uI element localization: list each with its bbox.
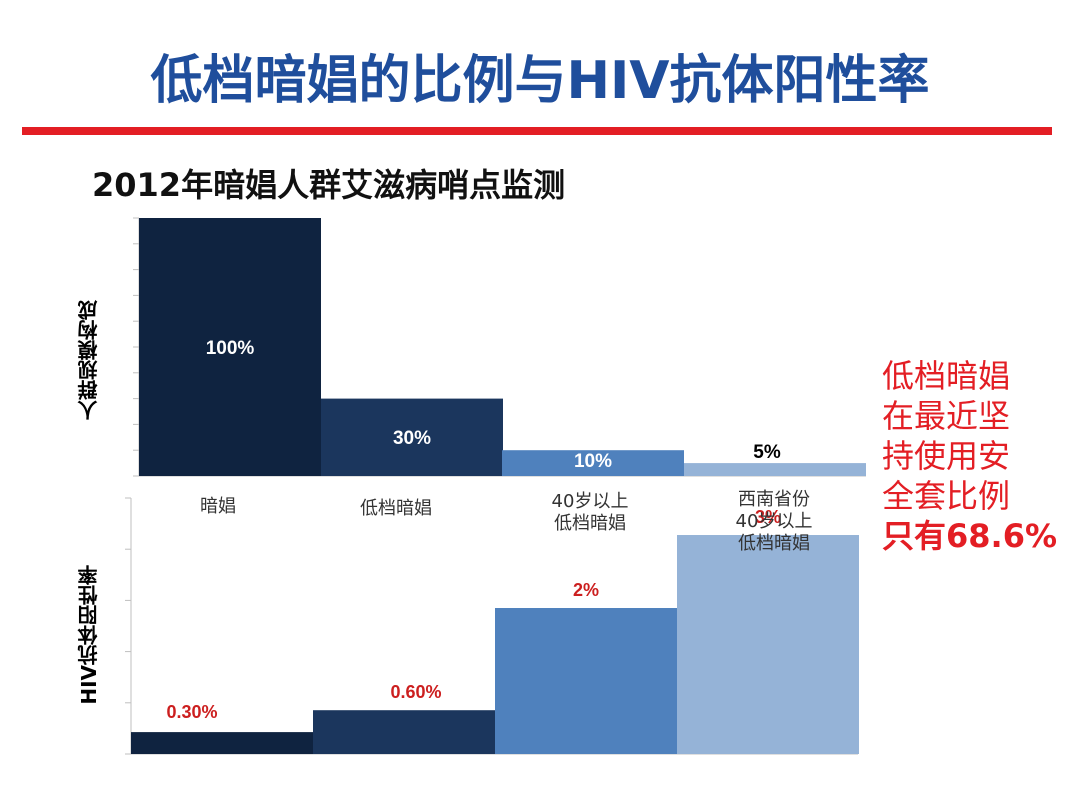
population-bar-3	[502, 450, 684, 476]
population-bar-2	[321, 398, 503, 476]
population-bar-4	[684, 463, 866, 476]
hiv-value-label-1: 0.30%	[166, 702, 217, 722]
title-divider	[22, 127, 1052, 135]
hiv-bar-2	[313, 710, 495, 754]
chart-subtitle: 2012年暗娼人群艾滋病哨点监测	[92, 166, 566, 204]
category-label-1: 暗娼	[200, 496, 236, 517]
hiv-bar-3	[495, 608, 677, 754]
note-line-5: 只有68.6%	[882, 517, 1058, 555]
note-line-1: 低档暗娼	[882, 357, 1011, 395]
category-label-4: 西南省份 40岁以上 低档暗娼	[735, 489, 813, 554]
hiv-bar-4	[677, 535, 859, 754]
hiv-bar-1	[131, 732, 313, 754]
page-title: 低档暗娼的比例与HIV抗体阳性率	[150, 51, 930, 111]
hiv-value-label-2: 0.60%	[390, 682, 441, 702]
population-value-label-3: 10%	[574, 451, 612, 472]
note-line-2: 在最近坚	[882, 397, 1011, 435]
hiv-value-label-4: 3%	[755, 507, 781, 527]
note-line-4: 全套比例	[882, 477, 1011, 515]
condom-use-note: 低档暗娼 在最近坚 持使用安 全套比例 只有68.6%	[882, 356, 1057, 556]
population-value-label-2: 30%	[393, 428, 431, 449]
population-value-label-1: 100%	[206, 338, 255, 359]
category-label-2: 低档暗娼	[360, 498, 432, 519]
category-label-3: 40岁以上 低档暗娼	[551, 491, 629, 534]
population-bar-1	[139, 218, 321, 476]
population-value-label-4: 5%	[753, 442, 781, 463]
hiv-value-label-3: 2%	[573, 580, 599, 600]
note-line-3: 持使用安	[882, 437, 1011, 475]
